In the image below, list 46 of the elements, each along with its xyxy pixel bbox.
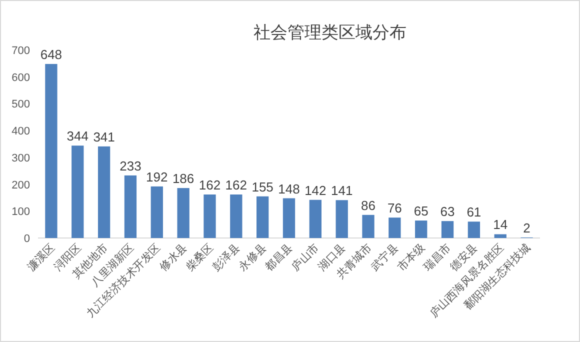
- y-tick-label: 200: [12, 179, 30, 192]
- data-label: 141: [330, 183, 353, 198]
- data-label: 61: [466, 204, 482, 220]
- bar: [388, 218, 401, 238]
- data-label: 192: [146, 169, 168, 184]
- data-label: 142: [304, 182, 326, 198]
- data-label: 65: [414, 204, 428, 219]
- data-label: 155: [252, 179, 274, 194]
- data-label: 344: [66, 128, 88, 144]
- bar: [494, 234, 506, 238]
- data-label: 162: [198, 177, 221, 192]
- data-label: 2: [523, 220, 530, 236]
- y-tick-label: 500: [12, 98, 30, 111]
- y-tick-label: 400: [12, 126, 30, 138]
- y-tick-label: 300: [12, 152, 30, 164]
- bar: [336, 200, 348, 238]
- bar: [177, 188, 190, 238]
- data-label: 148: [278, 181, 300, 196]
- bar: [230, 194, 242, 238]
- bar: [362, 214, 374, 238]
- data-label: 341: [93, 129, 115, 144]
- data-label: 86: [361, 198, 376, 213]
- bar: [309, 200, 322, 238]
- bar: [282, 198, 296, 238]
- bar: [150, 186, 163, 238]
- bar: [45, 64, 58, 238]
- data-label: 162: [225, 177, 248, 192]
- bar: [415, 220, 428, 238]
- y-tick-label: 600: [12, 72, 30, 84]
- y-tick-label: 100: [12, 206, 30, 218]
- data-label: 648: [40, 46, 62, 62]
- bar: [441, 221, 454, 238]
- bar: [468, 222, 480, 238]
- bar: [124, 175, 137, 238]
- chart-title: 社会管理类区域分布: [254, 23, 406, 42]
- y-tick-label: 700: [12, 45, 30, 57]
- data-label: 14: [493, 217, 508, 232]
- data-label: 76: [387, 200, 402, 216]
- bar: [256, 196, 269, 238]
- y-tick-label: 0: [24, 233, 30, 245]
- data-label: 233: [120, 158, 142, 174]
- data-label: 186: [172, 171, 194, 186]
- bar: [72, 146, 84, 238]
- data-label: 63: [440, 204, 455, 220]
- bar: [204, 194, 216, 238]
- bar: [98, 146, 110, 238]
